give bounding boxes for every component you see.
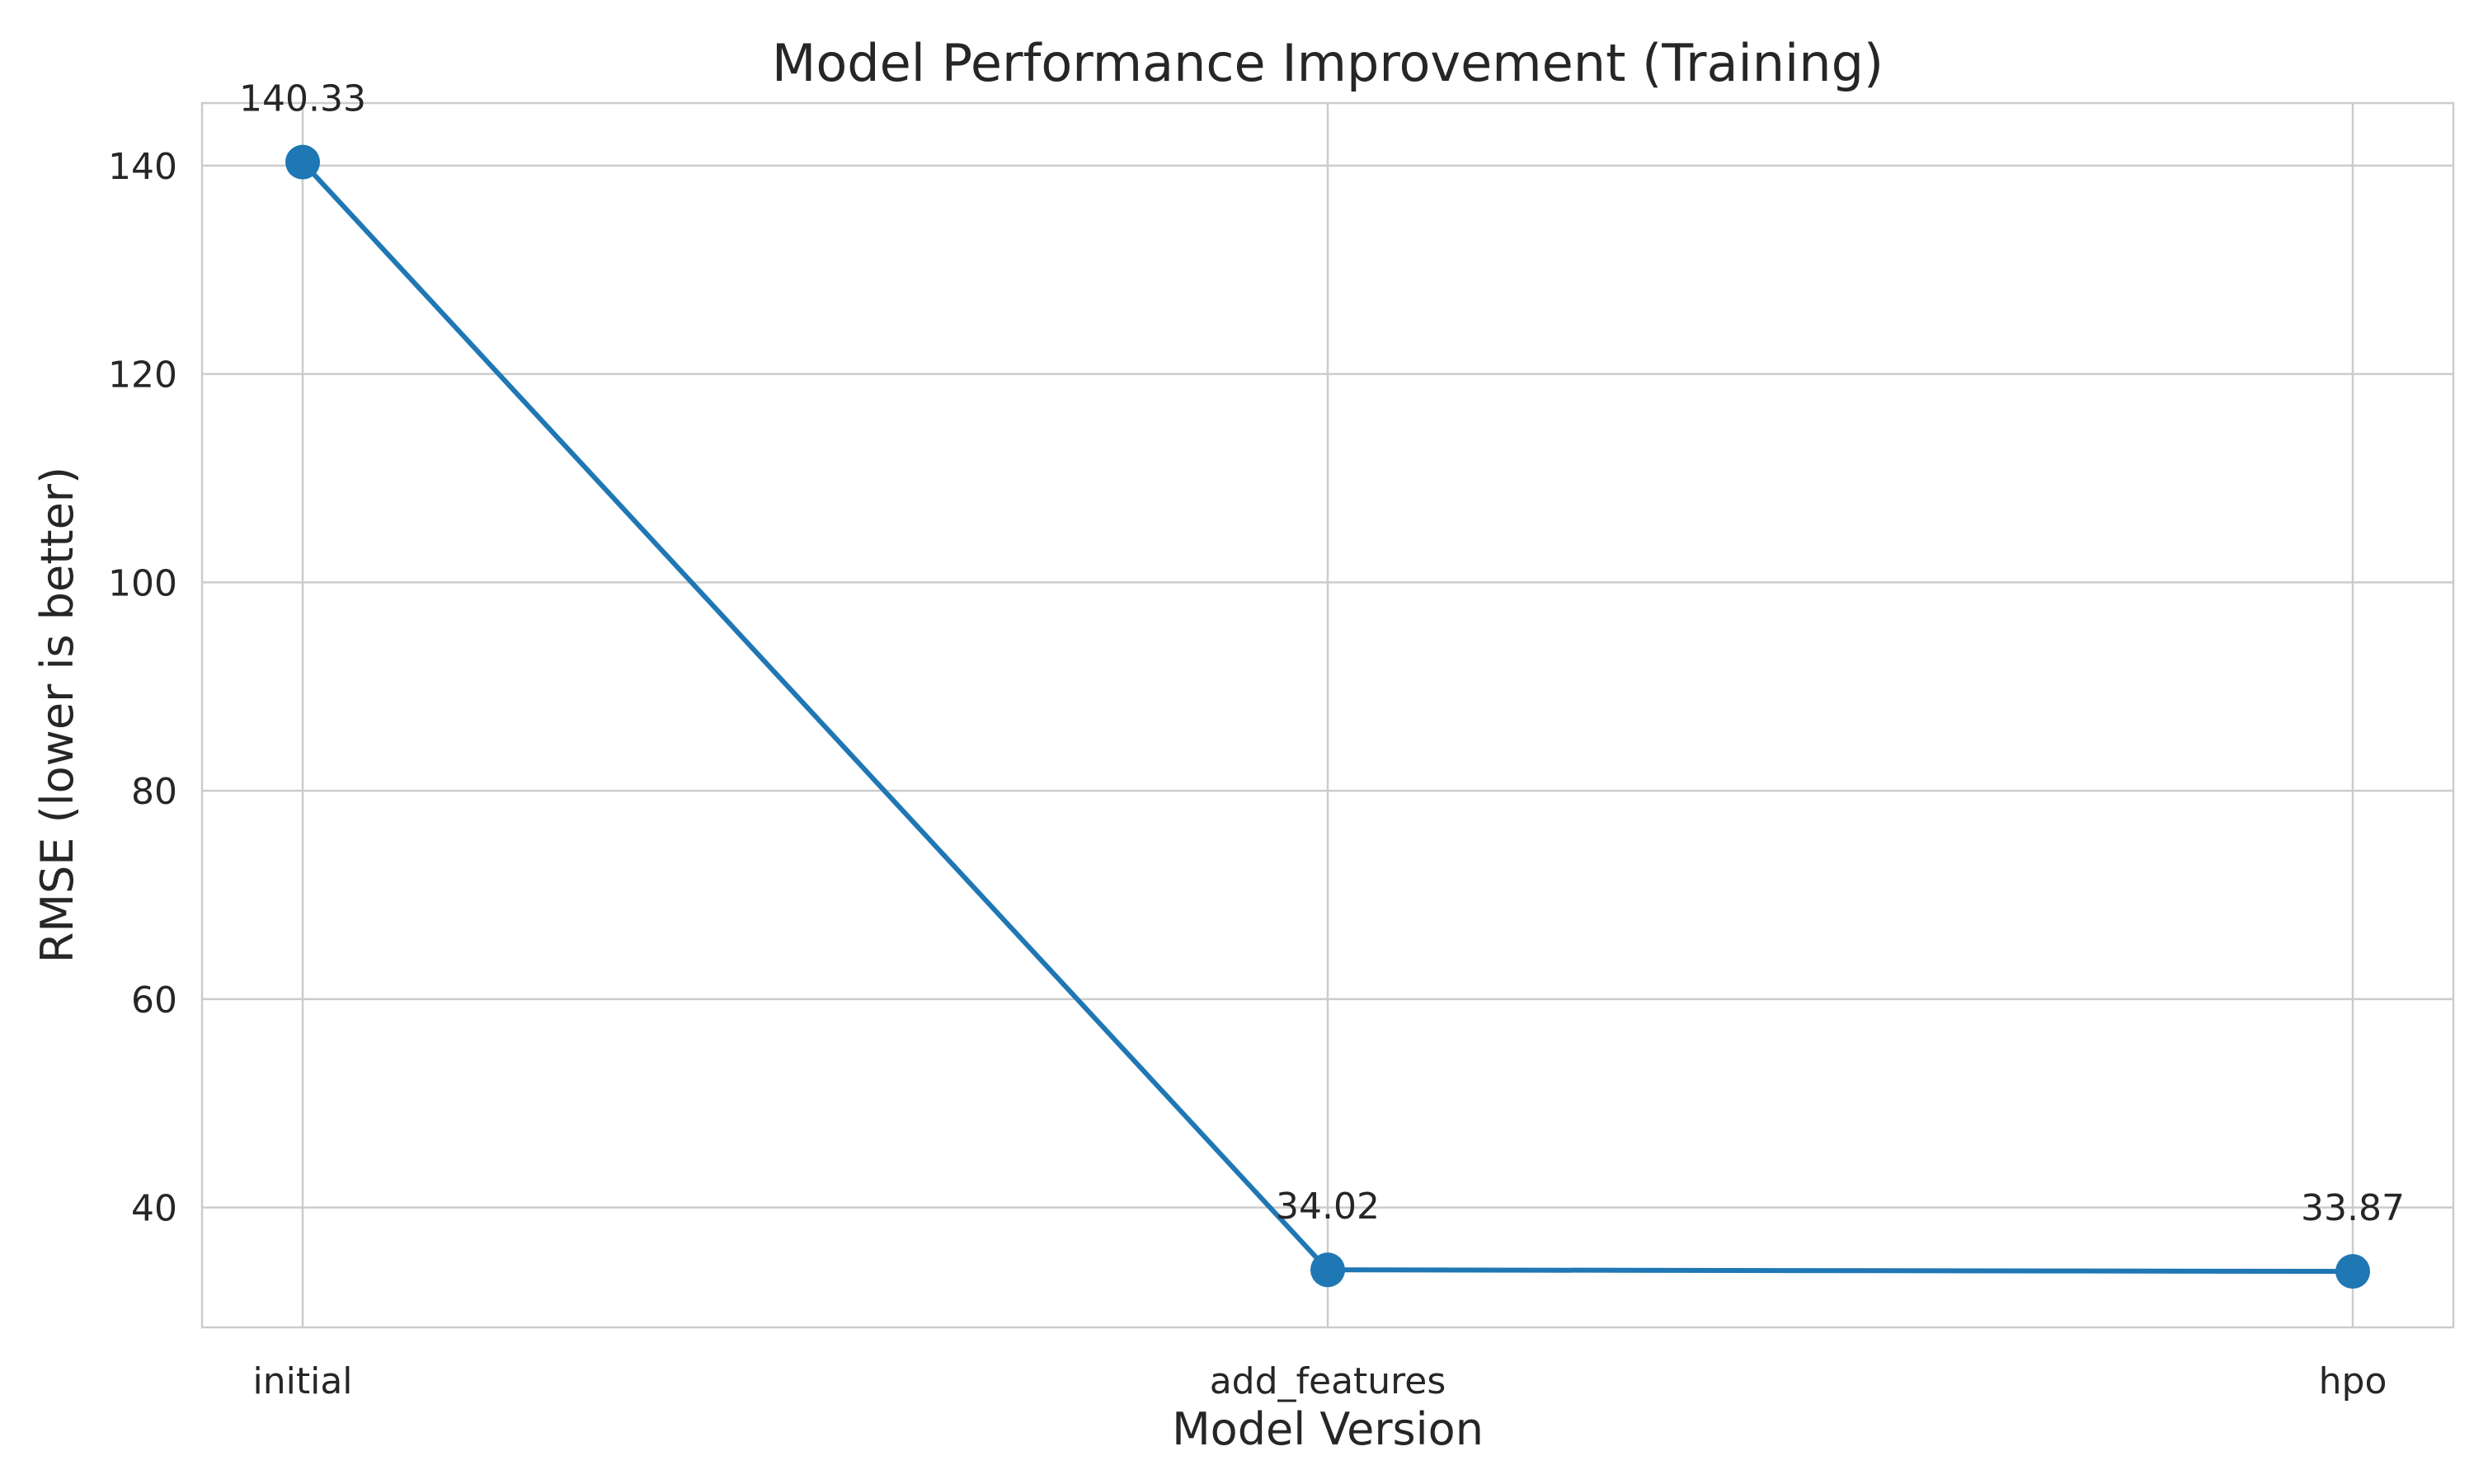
y-tick-label: 100 [108, 562, 177, 604]
y-tick-label: 80 [131, 771, 177, 813]
chart-title: Model Performance Improvement (Training) [772, 33, 1884, 93]
series-layer [285, 144, 2370, 1289]
x-tick-label: initial [253, 1360, 353, 1402]
data-point-marker [285, 144, 320, 180]
y-tick-label: 40 [131, 1188, 177, 1230]
plot-area-frame [200, 101, 2455, 1329]
y-tick-label: 60 [131, 979, 177, 1021]
y-tick-label: 140 [108, 146, 177, 188]
tick-layer: 40 60 80 100 120 140 initial add_features hpo [108, 146, 2387, 1402]
y-axis-label: RMSE (lower is better) [31, 467, 83, 963]
data-point-marker [2335, 1254, 2370, 1289]
data-point-label: 33.87 [2301, 1187, 2405, 1229]
data-point-label: 140.33 [239, 78, 366, 120]
grid-layer [202, 103, 2453, 1327]
x-tick-label: hpo [2319, 1360, 2387, 1402]
x-tick-label: add_features [1210, 1360, 1446, 1402]
data-point-marker [1310, 1252, 1345, 1288]
y-tick-label: 120 [108, 355, 177, 397]
data-point-label: 34.02 [1276, 1186, 1380, 1228]
x-axis-label: Model Version [1172, 1403, 1484, 1455]
data-label-layer: 140.33 34.02 33.87 [239, 78, 2405, 1229]
